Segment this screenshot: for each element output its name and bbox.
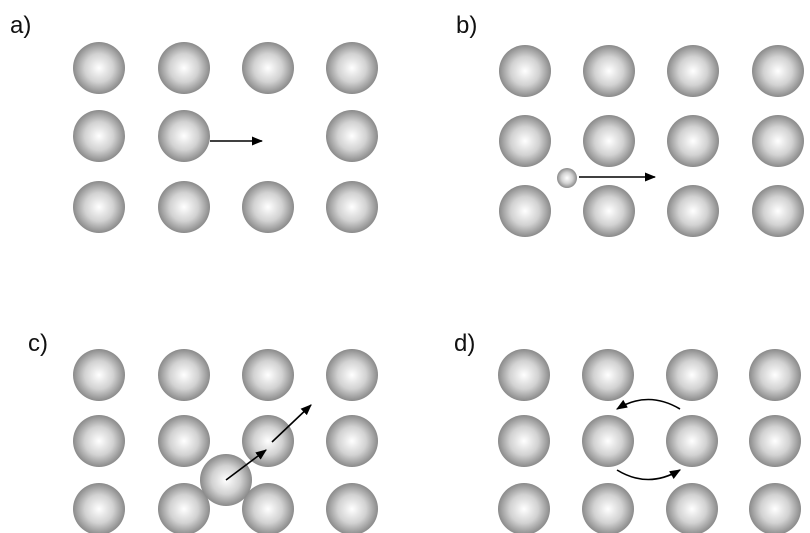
panel-a-atom (326, 110, 378, 162)
panel-c-atom (158, 349, 210, 401)
panel-c-atom (73, 349, 125, 401)
panel-a-atom (326, 181, 378, 233)
panel-b-atom (752, 45, 804, 97)
panel-b-atom (583, 45, 635, 97)
panel-b-atom (499, 115, 551, 167)
panel-c-arrow-upper (271, 404, 312, 443)
panel-b-atom (752, 185, 804, 237)
panel-d-arrow-upper (616, 398, 681, 410)
panel-d-atom (749, 483, 801, 533)
panel-a-atom (158, 42, 210, 94)
panel-a-atom (73, 42, 125, 94)
panel-d-atom (582, 483, 634, 533)
panel-d-atom (666, 483, 718, 533)
panel-a-atom (242, 181, 294, 233)
panel-d-atom (498, 349, 550, 401)
panel-c-atom (326, 483, 378, 533)
panel-c-atom (158, 483, 210, 533)
panel-a-atom (73, 181, 125, 233)
panel-c-arrow-lower (225, 449, 267, 481)
panel-b-atom (667, 185, 719, 237)
panel-b-atom (583, 185, 635, 237)
panel-c-atom (242, 349, 294, 401)
panel-label-c: c) (28, 330, 48, 357)
panel-c-atom (73, 415, 125, 467)
panel-c-atom (73, 483, 125, 533)
panel-c-atom (242, 483, 294, 533)
panel-c-atom (242, 415, 294, 467)
panel-d-atom (666, 415, 718, 467)
panel-b-atom (583, 115, 635, 167)
panel-a-atom (326, 42, 378, 94)
panel-label-a: a) (10, 12, 32, 39)
panel-d-atom (749, 349, 801, 401)
panel-d-atom (582, 349, 634, 401)
panel-b-atom (752, 115, 804, 167)
panel-a-atom (242, 42, 294, 94)
panel-b-atom (667, 115, 719, 167)
panel-c-atom (326, 349, 378, 401)
panel-d-atom (749, 415, 801, 467)
panel-b-atom (667, 45, 719, 97)
panel-b-atom (499, 45, 551, 97)
panel-c-atom (158, 415, 210, 467)
panel-b-atom (499, 185, 551, 237)
panel-label-d: d) (454, 330, 476, 357)
panel-b-interstitial-atom (557, 168, 577, 188)
panel-label-b: b) (456, 12, 478, 39)
panel-c-atom (326, 415, 378, 467)
panel-d-atom (498, 483, 550, 533)
panel-a-atom (73, 110, 125, 162)
panel-d-atom (582, 415, 634, 467)
panel-d-arrow-lower (616, 469, 681, 481)
panel-a-atom (158, 110, 210, 162)
panel-a-atom (158, 181, 210, 233)
panel-d-atom (498, 415, 550, 467)
panel-d-atom (666, 349, 718, 401)
